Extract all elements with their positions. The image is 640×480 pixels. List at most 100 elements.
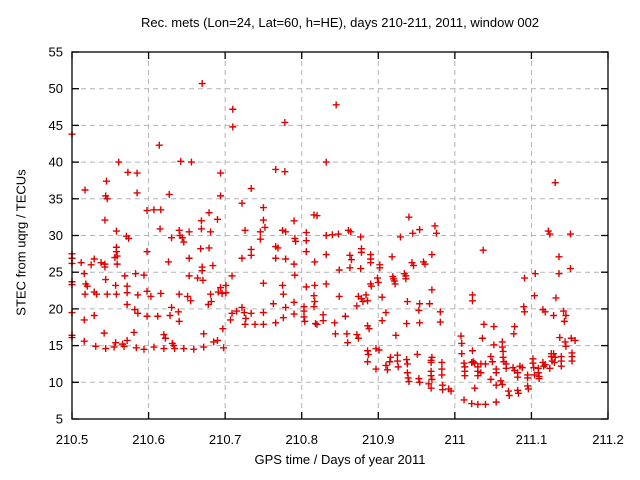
data-point	[357, 233, 365, 241]
data-point	[550, 350, 558, 358]
data-point	[334, 230, 342, 238]
data-point	[427, 384, 435, 392]
data-point	[403, 356, 411, 364]
data-point	[364, 297, 372, 305]
data-point	[344, 339, 352, 347]
data-point	[461, 372, 469, 380]
data-point	[311, 281, 319, 289]
data-point	[427, 372, 435, 380]
data-point	[416, 300, 424, 308]
data-point	[175, 290, 183, 298]
data-point	[504, 387, 512, 395]
plot-border	[71, 51, 609, 420]
data-point	[566, 265, 574, 273]
data-point	[77, 259, 85, 267]
data-point	[498, 381, 506, 389]
data-point	[143, 207, 151, 215]
data-point	[426, 300, 434, 308]
data-point	[219, 325, 227, 333]
data-point	[102, 276, 110, 284]
data-point	[205, 244, 213, 252]
data-point	[438, 365, 446, 373]
data-point	[282, 228, 290, 236]
data-point	[102, 345, 110, 353]
y-tick-label: 50	[49, 81, 63, 96]
data-point	[210, 338, 218, 346]
data-point	[279, 314, 287, 322]
data-point	[175, 226, 183, 234]
data-point	[468, 347, 476, 355]
data-point	[272, 254, 280, 262]
data-point	[217, 169, 225, 177]
data-point	[229, 123, 237, 131]
data-point	[319, 311, 327, 319]
data-point	[92, 342, 100, 350]
data-point	[112, 248, 120, 256]
data-point	[113, 260, 121, 268]
x-tick-label: 211	[444, 432, 465, 447]
data-point	[101, 263, 109, 271]
data-point	[364, 350, 372, 358]
data-point	[403, 298, 411, 306]
data-point	[131, 306, 139, 314]
data-point	[396, 233, 404, 241]
data-point	[375, 346, 383, 354]
data-point	[218, 289, 226, 297]
data-point	[300, 307, 308, 315]
data-point	[292, 237, 300, 245]
data-point	[259, 279, 267, 287]
data-point	[247, 251, 255, 259]
data-point	[346, 251, 354, 259]
data-point	[238, 303, 246, 311]
data-point	[402, 275, 410, 283]
data-point	[197, 225, 205, 233]
data-point	[562, 342, 570, 350]
data-point	[184, 292, 192, 300]
data-point	[259, 320, 267, 328]
data-point	[328, 231, 336, 239]
data-point	[428, 375, 436, 383]
data-point	[180, 238, 188, 246]
data-point	[279, 281, 287, 289]
data-point	[300, 313, 308, 321]
data-point	[561, 338, 569, 346]
data-point	[457, 332, 465, 340]
data-point	[160, 331, 168, 339]
data-point	[102, 177, 110, 185]
data-point	[290, 298, 298, 306]
data-point	[481, 360, 489, 368]
data-point	[372, 365, 380, 373]
data-point	[143, 312, 151, 320]
data-point	[110, 343, 118, 351]
y-axis-label: STEC from uqrg / TECUs	[13, 169, 29, 316]
data-point	[541, 308, 549, 316]
data-point	[499, 353, 507, 361]
data-point	[134, 291, 142, 299]
data-point	[259, 204, 267, 212]
data-point	[150, 206, 158, 214]
data-point	[367, 282, 375, 290]
data-point	[551, 353, 559, 361]
data-point	[498, 343, 506, 351]
data-point	[546, 364, 554, 372]
data-point	[530, 371, 538, 379]
data-point	[80, 270, 88, 278]
data-point	[488, 358, 496, 366]
data-point	[405, 213, 413, 221]
data-point	[439, 386, 447, 394]
data-point	[302, 229, 310, 237]
data-point	[405, 378, 413, 386]
data-point	[90, 312, 98, 320]
data-point	[198, 267, 206, 275]
data-point	[551, 179, 559, 187]
data-point	[238, 254, 246, 262]
data-point	[382, 309, 390, 317]
data-point	[291, 271, 299, 279]
data-point	[123, 336, 131, 344]
x-axis-label: GPS time / Days of year 2011	[254, 452, 426, 467]
data-point	[432, 229, 440, 237]
data-point	[247, 309, 255, 317]
data-point	[164, 258, 172, 266]
data-point	[222, 281, 230, 289]
